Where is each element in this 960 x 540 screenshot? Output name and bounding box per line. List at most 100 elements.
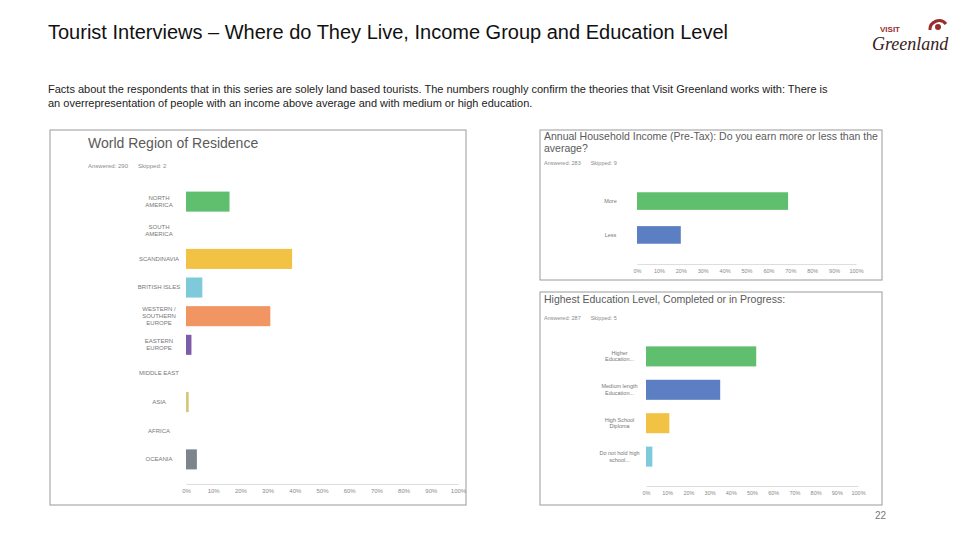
panel-frame <box>540 130 882 280</box>
tick-label: 80% <box>807 268 818 274</box>
tick-label: 30% <box>262 488 275 494</box>
tick: 50% <box>747 486 758 496</box>
logo-text: VISIT <box>880 25 900 34</box>
tick: 30% <box>262 484 275 494</box>
page-number: 22 <box>875 510 887 521</box>
tick-label: 40% <box>726 490 737 496</box>
category-label: More <box>604 198 617 204</box>
bar <box>186 363 187 383</box>
text-line: Medium length <box>601 383 637 389</box>
category-tick: More <box>604 198 637 204</box>
tick-label: 50% <box>747 490 758 496</box>
tick-label: 0% <box>182 488 191 494</box>
text-line: OCEANIA <box>145 456 172 462</box>
tick: 20% <box>235 484 248 494</box>
chart-panel: World Region of Residence Answered: 290 Sk… <box>50 130 467 505</box>
tick-label: 60% <box>763 268 774 274</box>
text-line: SCANDINAVIA <box>139 256 179 262</box>
tick-label: 50% <box>316 488 329 494</box>
text-line: Diploma <box>609 423 630 429</box>
category-label: NORTHAMERICA <box>145 195 172 208</box>
tick-label: 10% <box>662 490 673 496</box>
bar <box>646 413 669 433</box>
bar <box>186 192 230 212</box>
tick-label: 100% <box>851 490 865 496</box>
tick: 30% <box>698 264 709 274</box>
tick: 20% <box>683 486 694 496</box>
tick-label: 100% <box>849 268 863 274</box>
bar <box>186 220 187 240</box>
text-line: World Region of Residence <box>88 135 258 151</box>
axis-line <box>187 484 459 485</box>
text-line: Education... <box>605 356 635 362</box>
chart-panel: Highest Education Level, Completed or in… <box>540 292 882 505</box>
category-label: OCEANIA <box>145 456 172 462</box>
tick: 10% <box>662 486 673 496</box>
bar <box>637 226 681 244</box>
bar <box>637 192 788 210</box>
text-line: More <box>604 198 617 204</box>
text-line: High School <box>605 417 635 423</box>
tick: 40% <box>720 264 731 274</box>
bar <box>186 278 202 298</box>
tick-label: 30% <box>698 268 709 274</box>
text-line: BRITISH ISLES <box>138 284 180 290</box>
annotation: Answered: 290 <box>88 163 129 169</box>
bar <box>646 346 756 366</box>
chart-title: Highest Education Level, Completed or in… <box>544 293 785 305</box>
text-line: Higher <box>611 350 627 356</box>
tick: 70% <box>371 484 384 494</box>
tick: 40% <box>726 486 737 496</box>
text-line: EUROPE <box>146 345 171 351</box>
panel-frame <box>540 292 882 505</box>
tick: 0% <box>634 264 642 274</box>
category-tick: HigherEducation... <box>605 350 646 363</box>
category-tick: AFRICA <box>148 428 186 434</box>
category-label: High SchoolDiploma <box>605 417 635 430</box>
category-label: SCANDINAVIA <box>139 256 179 262</box>
category-label: ASIA <box>152 399 166 405</box>
annotation: Skipped: 9 <box>591 160 617 166</box>
tick-label: 70% <box>371 488 384 494</box>
chart-title: World Region of Residence <box>88 135 258 151</box>
bar <box>186 335 191 355</box>
category-tick: BRITISH ISLES <box>138 284 186 290</box>
tick: 70% <box>789 486 800 496</box>
category-axis: HigherEducation... Medium length Education… <box>599 350 646 463</box>
tick: 40% <box>289 484 302 494</box>
tick-label: 50% <box>741 268 752 274</box>
text-line: school... <box>609 457 630 463</box>
tick-label: 100% <box>451 488 467 494</box>
category-label: BRITISH ISLES <box>138 284 180 290</box>
bar <box>646 380 720 400</box>
logo-text: Greenland <box>872 34 949 54</box>
tick-label: 80% <box>811 490 822 496</box>
tick-label: 90% <box>425 488 438 494</box>
tick-label: 20% <box>235 488 248 494</box>
category-label: Do not hold highschool... <box>599 450 639 463</box>
tick: 0% <box>643 486 651 496</box>
tick-label: 20% <box>683 490 694 496</box>
tick: 80% <box>398 484 411 494</box>
bars <box>637 192 788 243</box>
text-line: Do not hold high <box>599 450 639 456</box>
category-label: HigherEducation... <box>605 350 635 363</box>
text-line: AMERICA <box>145 202 172 208</box>
category-tick: NORTHAMERICA <box>145 195 186 208</box>
category-tick: High SchoolDiploma <box>605 417 646 430</box>
category-label: Less <box>605 232 617 238</box>
tick-label: 30% <box>705 490 716 496</box>
annotation: Skipped: 5 <box>591 315 617 321</box>
text-line: AMERICA <box>145 231 172 237</box>
tick-label: 60% <box>344 488 357 494</box>
text-line: MIDDLE EAST <box>139 370 179 376</box>
panel-frame <box>50 130 466 505</box>
tick-label: 90% <box>832 490 843 496</box>
tick-label: 0% <box>643 490 651 496</box>
annotation: Skipped: 2 <box>138 163 167 169</box>
bars <box>186 192 292 470</box>
text-line: EASTERN <box>145 338 173 344</box>
tick: 60% <box>344 484 357 494</box>
tick: 0% <box>182 484 191 494</box>
bar <box>186 449 197 469</box>
